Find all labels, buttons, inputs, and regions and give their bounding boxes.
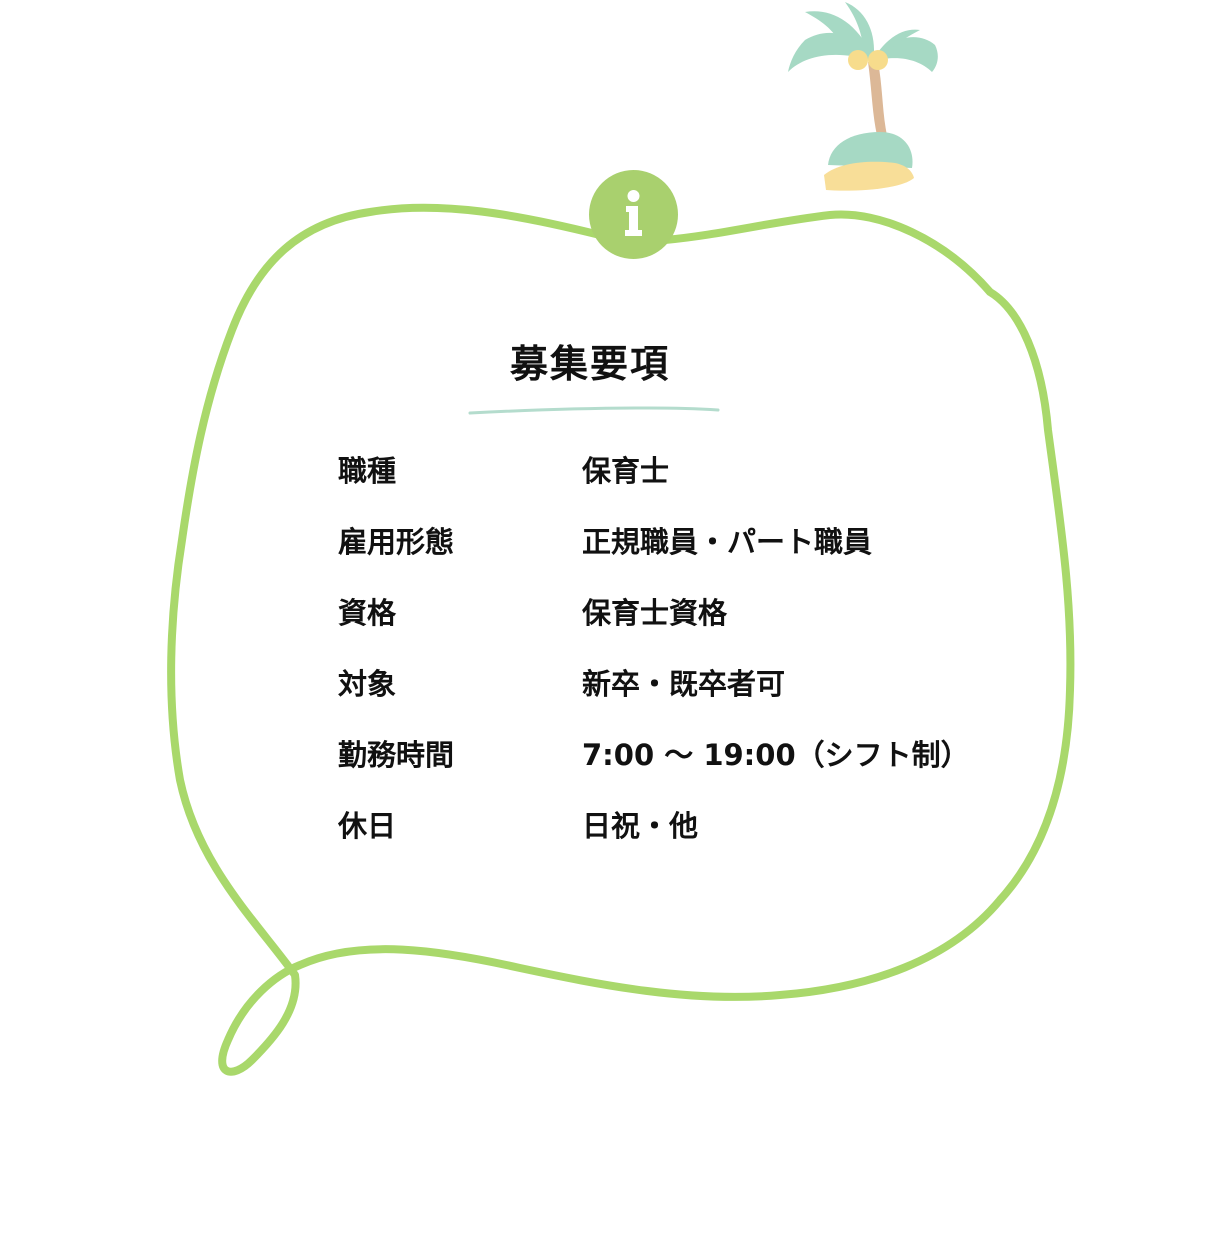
recruitment-info-table: 職種 保育士 雇用形態 正規職員・パート職員 資格 保育士資格 対象 新卒・既卒… (338, 450, 1018, 876)
palm-tree-icon (788, 2, 938, 191)
info-row-eligibility: 対象 新卒・既卒者可 (338, 663, 1018, 734)
info-row-holidays: 休日 日祝・他 (338, 805, 1018, 876)
info-value: 新卒・既卒者可 (582, 667, 786, 701)
info-row-qualification: 資格 保育士資格 (338, 592, 1018, 663)
info-row-employment-type: 雇用形態 正規職員・パート職員 (338, 521, 1018, 592)
info-row-working-hours: 勤務時間 7:00 〜 19:00（シフト制） (338, 734, 1018, 805)
info-label: 休日 (338, 809, 397, 843)
title-underline (468, 406, 720, 415)
info-label: 対象 (338, 667, 397, 701)
info-value: 正規職員・パート職員 (582, 525, 873, 559)
info-label: 職種 (338, 454, 397, 488)
section-title: 募集要項 (509, 342, 670, 386)
info-value: 7:00 〜 19:00（シフト制） (582, 738, 970, 772)
info-value: 保育士 (582, 454, 670, 488)
info-icon (625, 190, 642, 236)
info-label: 勤務時間 (338, 738, 455, 772)
info-value: 日祝・他 (582, 809, 699, 843)
info-label: 雇用形態 (338, 525, 455, 559)
info-badge (589, 170, 678, 259)
info-row-job-type: 職種 保育士 (338, 450, 1018, 521)
info-label: 資格 (338, 596, 397, 630)
info-value: 保育士資格 (582, 596, 728, 630)
